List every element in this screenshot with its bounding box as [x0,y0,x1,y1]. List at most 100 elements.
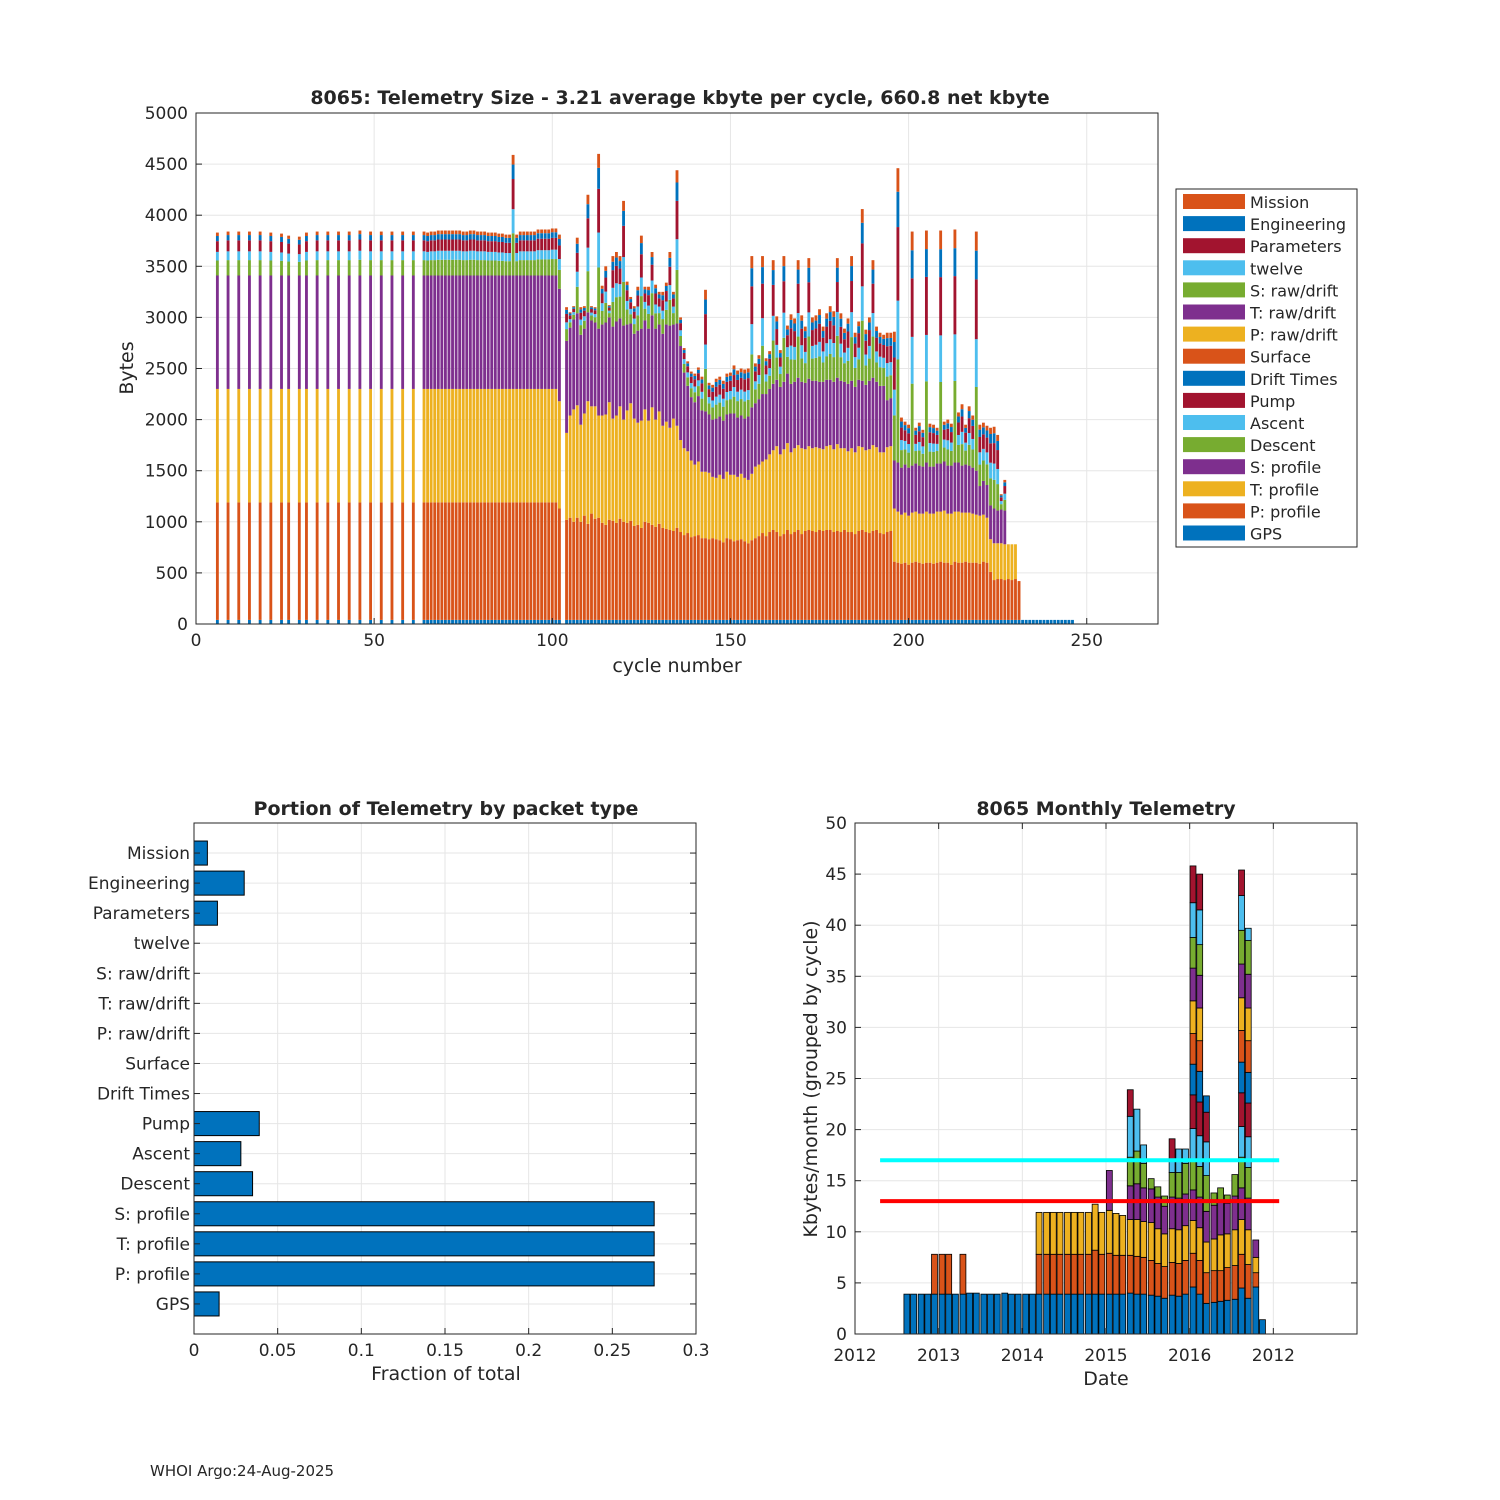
bar-segment-descent [476,260,479,276]
bar-segment-tprofile [518,388,522,503]
bar-segment-mission [746,368,750,373]
bar-segment-pump [999,497,1003,502]
bar-segment-pprofile [786,529,789,620]
bar-segment-mission [960,404,964,410]
bar-segment-mission [522,231,526,236]
bar-segment-tprofile [215,388,219,503]
monthly-bar-segment [1252,1256,1260,1274]
bar-segment-tprofile [793,448,797,533]
bar-segment-mission [287,235,291,239]
bar-segment-mission [821,326,825,332]
bar-segment-gps [305,619,308,624]
bar-segment-ascent [864,354,868,366]
bar-segment-tprofile [992,543,996,581]
bar-segment-gps [483,619,487,624]
bar-segment-pump [226,240,230,252]
bar-segment-descent [743,401,747,419]
bar-segment-pump [515,242,519,254]
bar-segment-ascent [461,251,465,261]
bar-segment-engineering [572,307,576,309]
bar-segment-ascent [326,251,330,261]
bar-segment-pprofile [493,502,497,620]
bar-segment-mission [493,232,497,237]
bar-segment-pump [875,337,878,352]
bar-segment-mission [853,332,857,338]
bar-segment-sprofile [579,334,583,425]
bar-segment-sprofile [729,413,732,475]
bar-segment-descent [860,320,864,381]
bar-segment-sprofile [629,323,633,404]
bar-segment-descent [600,310,604,325]
bar-segment-mission [664,282,668,287]
monthly-bar-segment [1189,937,1197,969]
bar-segment-pprofile [924,562,928,620]
bar-segment-engineering [864,334,868,341]
bar-segment-ascent [896,300,900,360]
bar-segment-sprofile [369,275,373,389]
y-tick-label: 2500 [145,360,188,380]
bar-segment-tprofile [807,446,811,530]
bar-segment-descent [953,380,957,463]
bar-segment-mission [732,365,736,370]
bar-segment-descent [508,261,511,276]
bar-segment-descent [629,314,633,324]
monthly-bar-segment [1210,1270,1218,1303]
bar-segment-sprofile [518,275,522,389]
bar-segment-gps [629,619,633,624]
bar-segment-tprofile [572,409,576,522]
bar-segment-engineering [807,267,811,283]
legend-entry: Descent [1250,436,1316,455]
bar-segment-pprofile [942,562,946,620]
bar-segment-pump [818,323,821,342]
bar-segment-ascent [985,452,989,465]
bar-segment-engineering [939,249,943,278]
monthly-bar-segment [1244,940,1252,975]
bar-segment-ascent [974,339,978,387]
bar-segment-pump [305,241,308,252]
bar-segment-engineering [429,235,433,241]
bar-segment-descent [729,399,732,414]
bar-segment-mission [682,348,686,351]
bar-segment-descent [814,357,818,381]
bar-segment-pprofile [479,502,483,620]
bar-segment-sprofile [440,275,444,389]
bar-segment-mission [347,231,351,236]
bar-segment-descent [921,453,925,467]
bar-segment-engineering [964,427,968,433]
bar-segment-gps [390,619,394,624]
bar-segment-tprofile [647,420,650,523]
monthly-bar-segment [938,1293,946,1335]
bar-segment-tprofile [753,466,757,539]
bar-segment-ascent [358,250,362,260]
bar-segment-pump [821,337,825,352]
bar-segment-tprofile [1006,544,1010,580]
monthly-bar-segment [1049,1253,1057,1295]
bar-segment-descent [885,376,889,401]
monthly-bar-segment [1049,1293,1057,1335]
bar-segment-pump [718,384,722,395]
bar-segment-ascent [867,345,871,359]
bar-segment-engineering [867,322,871,331]
bar-segment-engineering [287,238,291,244]
bar-segment-pprofile [835,530,839,620]
monthly-bar-segment [1119,1293,1127,1335]
monthly-bar-segment [1238,1287,1245,1335]
bar-segment-ascent [778,366,782,375]
bar-segment-descent [248,260,251,276]
y-tick-label: 1000 [145,513,188,533]
bar-segment-gps [803,619,807,624]
bar-segment-pprofile [1014,579,1017,620]
bar-segment-gps [957,619,960,624]
bar-segment-pump [729,380,732,391]
bar-segment-ascent [529,251,533,261]
bar-segment-sprofile [835,377,839,445]
bar-segment-tprofile [846,451,850,533]
bar-segment-ascent [957,434,960,445]
bar-segment-ascent [725,392,729,401]
bar-segment-descent [454,259,458,276]
bar-segment-pump [757,364,761,375]
bar-segment-ascent [928,443,932,452]
bar-segment-pprofile [843,529,846,620]
bar-segment-tprofile [818,448,821,530]
monthly-bar-segment [1238,895,1245,931]
